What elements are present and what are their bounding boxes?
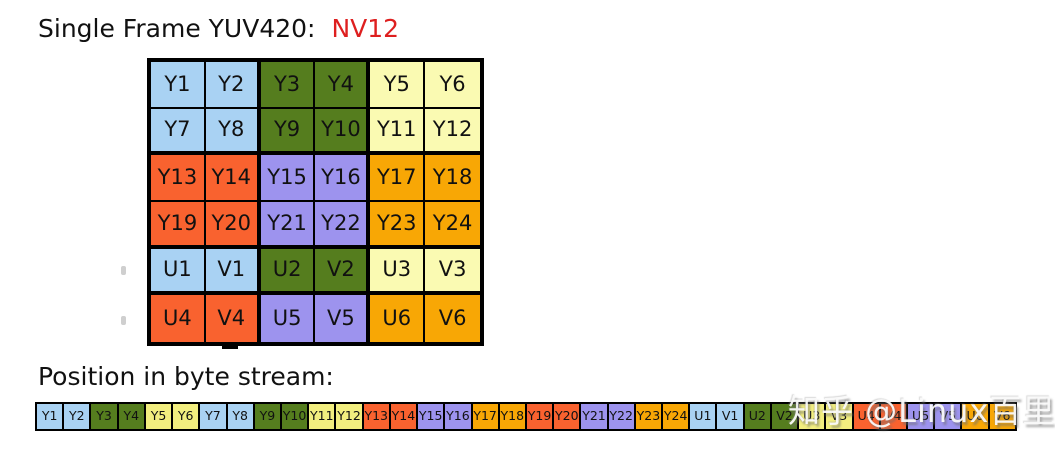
grid-cell-u5: U5 [260, 295, 316, 342]
stream-cell-y19: Y19 [526, 404, 555, 429]
grid-cell-y22: Y22 [315, 202, 371, 249]
grid-cell-v5: V5 [315, 295, 371, 342]
stream-cell-y2: Y2 [64, 404, 92, 429]
left-tick-mark [121, 266, 126, 275]
stream-cell-y23: Y23 [635, 404, 664, 429]
grid-cell-v1: V1 [205, 248, 261, 296]
grid-cell-y15: Y15 [260, 155, 316, 202]
grid-cell-u6: U6 [370, 295, 426, 342]
grid-cell-y17: Y17 [370, 155, 426, 202]
stream-cell-v5: V5 [935, 404, 963, 429]
stream-cell-y18: Y18 [499, 404, 527, 429]
bottom-tick-mark [222, 344, 238, 349]
stream-cell-y16: Y16 [445, 404, 473, 429]
stream-cell-v6: V6 [989, 404, 1015, 429]
title-text: Single Frame YUV420: [38, 14, 316, 43]
stream-cell-y22: Y22 [608, 404, 636, 429]
stream-cell-y7: Y7 [200, 404, 228, 429]
grid-cell-u1: U1 [151, 248, 206, 296]
grid-cell-y21: Y21 [260, 202, 316, 249]
grid-cell-y11: Y11 [370, 108, 426, 156]
stream-cell-y10: Y10 [281, 404, 310, 429]
grid-cell-y13: Y13 [151, 155, 206, 202]
grid-cell-y8: Y8 [205, 108, 261, 156]
stream-cell-y15: Y15 [418, 404, 446, 429]
stream-cell-y3: Y3 [91, 404, 119, 429]
stream-cell-u4: U4 [853, 404, 881, 429]
grid-cell-y20: Y20 [205, 202, 261, 249]
grid-cell-y10: Y10 [315, 108, 371, 156]
byte-stream-title: Position in byte stream: [38, 362, 334, 391]
byte-stream-strip: Y1 Y2 Y3 Y4 Y5 Y6 Y7 Y8 Y9 Y10 Y11 Y12 Y13 Y14 Y15 Y16 Y… [35, 402, 1017, 431]
stream-cell-v2: V2 [771, 404, 800, 429]
grid-cell-y2: Y2 [205, 62, 261, 109]
grid-cell-v6: V6 [425, 295, 480, 342]
grid-cell-y6: Y6 [425, 62, 480, 109]
grid-cell-y7: Y7 [151, 108, 206, 156]
stream-cell-y1: Y1 [37, 404, 65, 429]
grid-cell-y1: Y1 [151, 62, 206, 109]
stream-cell-v4: V4 [880, 404, 908, 429]
grid-cell-y18: Y18 [425, 155, 480, 202]
stream-cell-y11: Y11 [309, 404, 337, 429]
grid-cell-y3: Y3 [260, 62, 316, 109]
stream-cell-y12: Y12 [336, 404, 364, 429]
stream-cell-y6: Y6 [173, 404, 201, 429]
stream-cell-u3: U3 [799, 404, 827, 429]
grid-cell-u4: U4 [151, 295, 206, 342]
stream-cell-u1: U1 [690, 404, 718, 429]
stream-cell-v3: V3 [826, 404, 854, 429]
grid-cell-y16: Y16 [315, 155, 371, 202]
grid-cell-v2: V2 [315, 248, 371, 296]
stream-cell-u2: U2 [744, 404, 772, 429]
grid-cell-y14: Y14 [205, 155, 261, 202]
stream-cell-u6: U6 [962, 404, 990, 429]
format-name: NV12 [331, 14, 400, 43]
stream-cell-y8: Y8 [227, 404, 255, 429]
stream-cell-v1: V1 [717, 404, 745, 429]
grid-cell-y23: Y23 [370, 202, 426, 249]
stream-cell-y21: Y21 [581, 404, 609, 429]
grid-cell-y19: Y19 [151, 202, 206, 249]
stream-cell-y20: Y20 [554, 404, 582, 429]
page-title: Single Frame YUV420: NV12 [38, 14, 399, 43]
grid-cell-y12: Y12 [425, 108, 480, 156]
grid-cell-u2: U2 [260, 248, 316, 296]
stream-cell-u5: U5 [908, 404, 936, 429]
pixel-grid: Y1 Y2 Y3 Y4 Y5 Y6 Y7 Y8 Y9 Y10 Y11 Y12 Y13 Y14 Y15 Y16 Y… [147, 58, 484, 346]
stream-cell-y13: Y13 [363, 404, 391, 429]
grid-cell-v4: V4 [205, 295, 261, 342]
grid-cell-u3: U3 [370, 248, 426, 296]
grid-cell-v3: V3 [425, 248, 480, 296]
stream-cell-y24: Y24 [663, 404, 691, 429]
grid-cell-y9: Y9 [260, 108, 316, 156]
grid-cell-y4: Y4 [315, 62, 371, 109]
stream-cell-y17: Y17 [472, 404, 500, 429]
stream-cell-y9: Y9 [254, 404, 282, 429]
stream-cell-y5: Y5 [145, 404, 174, 429]
grid-cell-y5: Y5 [370, 62, 426, 109]
stream-cell-y14: Y14 [390, 404, 419, 429]
stream-cell-y4: Y4 [118, 404, 146, 429]
left-tick-mark [121, 316, 126, 325]
grid-cell-y24: Y24 [425, 202, 480, 249]
